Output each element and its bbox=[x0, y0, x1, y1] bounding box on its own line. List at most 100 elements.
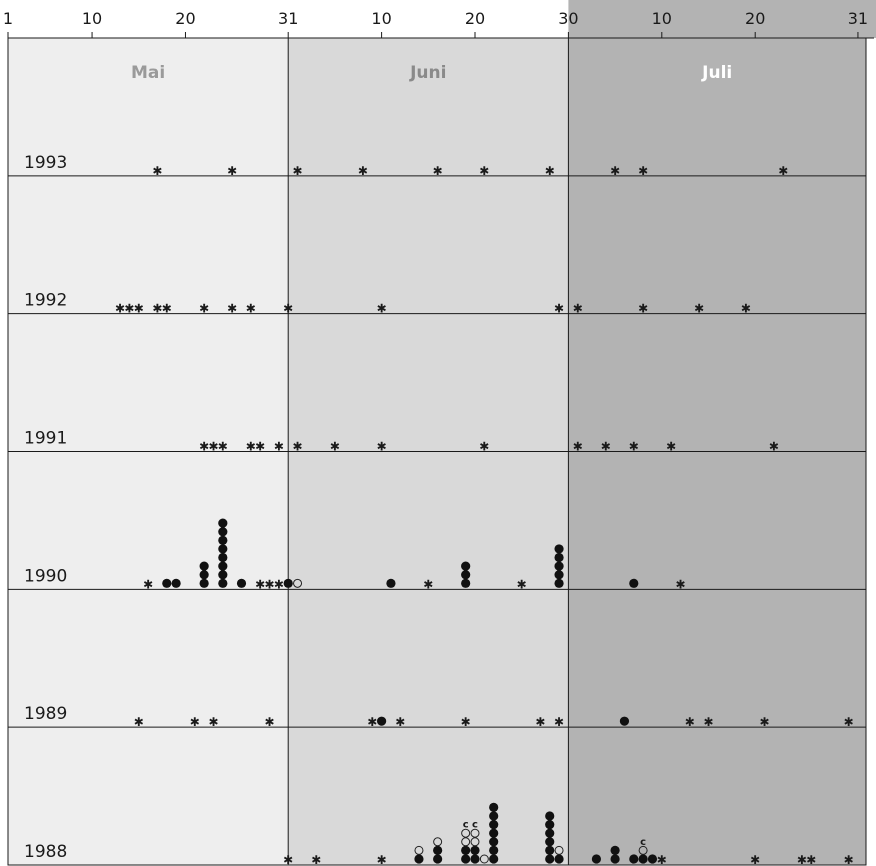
star-marker: ✱ bbox=[115, 302, 125, 316]
star-marker: ✱ bbox=[283, 302, 293, 316]
star-marker: ✱ bbox=[274, 577, 284, 591]
star-marker: ✱ bbox=[769, 440, 779, 454]
star-marker: ✱ bbox=[806, 853, 816, 866]
star-marker: ✱ bbox=[685, 715, 695, 729]
tick-label: 20 bbox=[175, 9, 195, 28]
month-header-band-juli bbox=[568, 0, 876, 38]
star-marker: ✱ bbox=[517, 577, 527, 591]
filled-dot-marker bbox=[218, 527, 228, 537]
filled-dot-marker bbox=[218, 561, 228, 571]
filled-dot-marker bbox=[218, 578, 228, 588]
star-marker: ✱ bbox=[190, 715, 200, 729]
star-marker: ✱ bbox=[675, 577, 685, 591]
filled-dot-marker bbox=[638, 854, 648, 864]
star-marker: ✱ bbox=[545, 164, 555, 178]
tick-label: 10 bbox=[371, 9, 391, 28]
star-marker: ✱ bbox=[358, 164, 368, 178]
filled-dot-marker bbox=[199, 578, 209, 588]
star-marker: ✱ bbox=[143, 577, 153, 591]
c-marker: c bbox=[472, 820, 478, 831]
star-marker: ✱ bbox=[264, 577, 274, 591]
open-circle-marker bbox=[293, 578, 303, 588]
star-marker: ✱ bbox=[134, 302, 144, 316]
filled-dot-marker bbox=[647, 854, 658, 864]
filled-dot-marker bbox=[414, 854, 424, 864]
filled-dot-marker bbox=[386, 578, 396, 588]
star-marker: ✱ bbox=[162, 302, 172, 316]
star-marker: ✱ bbox=[461, 715, 471, 729]
star-marker: ✱ bbox=[601, 440, 611, 454]
tick-label: 20 bbox=[745, 9, 765, 28]
filled-dot-marker bbox=[236, 578, 247, 588]
c-marker: c bbox=[463, 820, 469, 831]
star-marker: ✱ bbox=[844, 853, 854, 866]
star-marker: ✱ bbox=[152, 302, 162, 316]
filled-dot-marker bbox=[629, 578, 639, 588]
star-marker: ✱ bbox=[610, 164, 620, 178]
filled-dot-marker bbox=[461, 854, 471, 864]
filled-dot-marker bbox=[545, 811, 555, 821]
star-marker: ✱ bbox=[844, 715, 854, 729]
filled-dot-marker bbox=[218, 570, 228, 580]
tick-label: 31 bbox=[278, 9, 298, 28]
year-label-1988: 1988 bbox=[24, 842, 67, 862]
filled-dot-marker bbox=[591, 854, 602, 864]
star-marker: ✱ bbox=[638, 302, 648, 316]
filled-dot-marker bbox=[545, 837, 555, 847]
year-label-1990: 1990 bbox=[24, 566, 67, 586]
month-label-juni: Juni bbox=[409, 63, 446, 83]
filled-dot-marker bbox=[554, 552, 564, 563]
tick-label: 1 bbox=[3, 9, 13, 28]
filled-dot-marker bbox=[283, 578, 293, 588]
star-marker: ✱ bbox=[208, 440, 218, 454]
open-circle-marker bbox=[554, 845, 564, 855]
star-marker: ✱ bbox=[797, 853, 807, 866]
filled-dot-marker bbox=[461, 570, 471, 580]
star-marker: ✱ bbox=[395, 715, 405, 729]
year-label-1992: 1992 bbox=[24, 291, 67, 311]
year-label-1991: 1991 bbox=[24, 429, 67, 449]
star-marker: ✱ bbox=[741, 302, 751, 316]
filled-dot-marker bbox=[554, 544, 564, 554]
filled-dot-marker bbox=[218, 544, 228, 554]
filled-dot-marker bbox=[470, 854, 480, 864]
star-marker: ✱ bbox=[199, 440, 209, 454]
open-circle-marker bbox=[433, 837, 443, 847]
star-marker: ✱ bbox=[124, 302, 134, 316]
open-circle-marker bbox=[470, 828, 480, 838]
star-marker: ✱ bbox=[283, 853, 293, 866]
star-marker: ✱ bbox=[227, 302, 237, 316]
filled-dot-marker bbox=[461, 578, 471, 588]
filled-dot-marker bbox=[554, 854, 564, 864]
filled-dot-marker bbox=[218, 535, 228, 545]
star-marker: ✱ bbox=[377, 853, 387, 866]
star-marker: ✱ bbox=[554, 302, 564, 316]
star-marker: ✱ bbox=[423, 577, 433, 591]
star-marker: ✱ bbox=[311, 853, 321, 866]
filled-dot-marker bbox=[433, 845, 443, 856]
filled-dot-marker bbox=[162, 578, 172, 588]
star-marker: ✱ bbox=[535, 715, 545, 729]
star-marker: ✱ bbox=[274, 440, 284, 454]
filled-dot-marker bbox=[218, 518, 228, 528]
year-label-1989: 1989 bbox=[24, 704, 67, 724]
filled-dot-marker bbox=[610, 854, 620, 864]
star-marker: ✱ bbox=[208, 715, 218, 729]
open-circle-marker bbox=[479, 854, 489, 864]
star-marker: ✱ bbox=[479, 440, 489, 454]
tick-label: 31 bbox=[848, 9, 868, 28]
open-circle-marker bbox=[470, 837, 480, 847]
star-marker: ✱ bbox=[760, 715, 770, 729]
star-marker: ✱ bbox=[199, 302, 209, 316]
star-marker: ✱ bbox=[246, 440, 256, 454]
year-label-1993: 1993 bbox=[24, 153, 67, 173]
filled-dot-marker bbox=[199, 561, 209, 571]
star-marker: ✱ bbox=[227, 164, 237, 178]
filled-dot-marker bbox=[489, 845, 499, 856]
star-marker: ✱ bbox=[293, 164, 303, 178]
star-marker: ✱ bbox=[433, 164, 443, 178]
filled-dot-marker bbox=[554, 561, 564, 571]
filled-dot-marker bbox=[554, 570, 564, 580]
open-circle-marker bbox=[414, 845, 424, 855]
